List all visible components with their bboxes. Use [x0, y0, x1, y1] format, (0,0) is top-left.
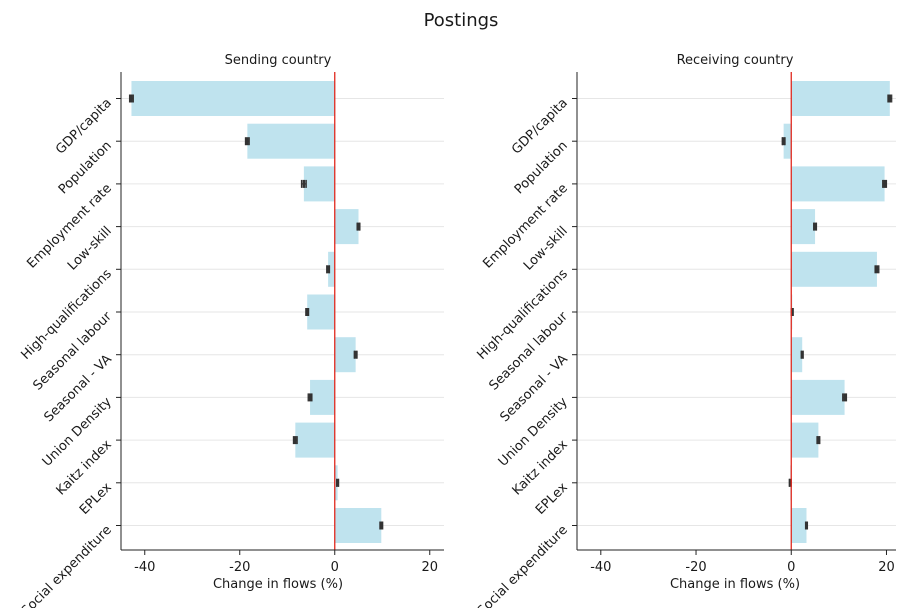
bar-employment-rate: [303, 166, 335, 202]
receiving-country-xlabel: Change in flows (%): [670, 577, 800, 592]
point-estimate: [326, 265, 330, 274]
bar-gdp-capita: [791, 81, 890, 116]
point-estimate: [813, 222, 817, 231]
bar-population: [247, 123, 335, 159]
point-estimate: [305, 308, 309, 316]
bar-seasonal-va: [791, 337, 803, 373]
bar-union-density: [791, 379, 845, 415]
bar-population: [783, 123, 792, 159]
point-estimate: [302, 179, 306, 188]
point-estimate: [245, 137, 249, 146]
x-tick-label: -20: [685, 560, 706, 575]
point-estimate: [888, 94, 892, 103]
point-estimate: [883, 179, 887, 188]
point-estimate: [782, 137, 786, 146]
x-tick-label: -20: [229, 560, 250, 575]
bar-social-expenditure: [334, 508, 382, 543]
point-estimate: [804, 521, 808, 530]
bar-union-density: [310, 379, 335, 415]
y-tick-label-eplex: EPLex: [77, 480, 115, 518]
sending-country-panel: Sending country Change in flows (%) GDP/…: [18, 53, 444, 608]
point-estimate: [800, 350, 804, 359]
figure-title: Postings: [424, 10, 499, 31]
point-estimate: [379, 521, 383, 530]
point-estimate: [875, 265, 879, 274]
bar-low-skill: [334, 209, 359, 245]
bar-gdp-capita: [131, 81, 335, 116]
sending-country-xlabel: Change in flows (%): [213, 577, 343, 592]
bar-seasonal-va: [334, 337, 356, 373]
x-tick-label: 0: [331, 560, 339, 575]
point-estimate: [293, 436, 297, 445]
bar-kaitz-index: [791, 422, 819, 458]
y-tick-label-seasonal-labour: Seasonal labour: [486, 309, 571, 394]
bar-kaitz-index: [295, 422, 335, 458]
x-tick-label: 20: [878, 560, 895, 575]
bar-low-skill: [791, 209, 816, 245]
x-tick-label: 20: [421, 560, 438, 575]
y-tick-label-seasonal-labour: Seasonal labour: [30, 309, 115, 394]
point-estimate: [788, 478, 792, 487]
point-estimate: [843, 393, 847, 402]
x-tick-label: 0: [787, 560, 795, 575]
point-estimate: [790, 308, 794, 316]
receiving-country-title: Receiving country: [677, 53, 794, 68]
bar-high-qualifications: [328, 251, 335, 287]
x-tick-label: -40: [134, 560, 155, 575]
receiving-country-panel: Receiving country Change in flows (%) GD…: [474, 53, 896, 608]
bar-social-expenditure: [791, 508, 807, 543]
bar-seasonal-labour: [307, 294, 335, 330]
point-estimate: [357, 222, 360, 231]
sending-country-title: Sending country: [225, 53, 332, 68]
point-estimate: [336, 478, 340, 487]
point-estimate: [816, 436, 820, 445]
x-tick-label: -40: [590, 560, 611, 575]
point-estimate: [354, 350, 358, 359]
y-tick-label-eplex: EPLex: [533, 480, 571, 518]
bar-employment-rate: [791, 166, 885, 202]
point-estimate: [129, 94, 133, 103]
y-tick-label-social-expenditure: Social expenditure: [475, 523, 571, 608]
y-tick-label-social-expenditure: Social expenditure: [19, 523, 115, 608]
point-estimate: [308, 393, 312, 402]
bar-high-qualifications: [791, 251, 877, 287]
